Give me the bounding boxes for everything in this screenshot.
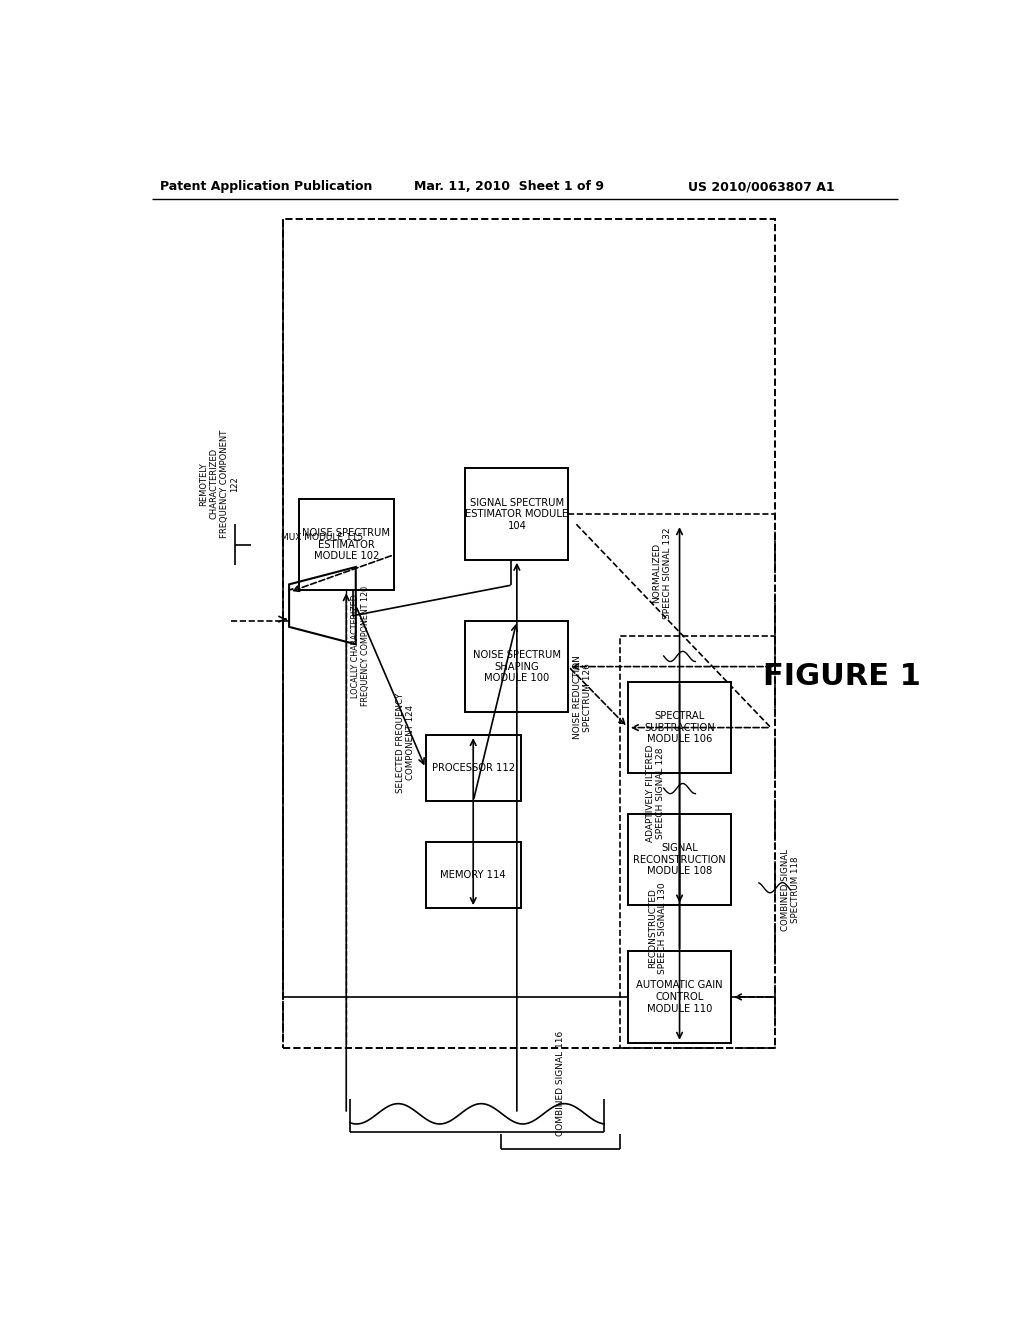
Text: SELECTED FREQUENCY
COMPONENT 124: SELECTED FREQUENCY COMPONENT 124: [396, 693, 416, 793]
Bar: [628, 814, 731, 906]
Bar: [465, 620, 568, 713]
Text: REMOTELY
CHARACTERIZED
FREQUENCY COMPONENT
122: REMOTELY CHARACTERIZED FREQUENCY COMPONE…: [199, 429, 240, 537]
Text: Mar. 11, 2010  Sheet 1 of 9: Mar. 11, 2010 Sheet 1 of 9: [414, 181, 604, 193]
Text: PROCESSOR 112: PROCESSOR 112: [432, 763, 515, 774]
Text: LOCALLY CHARACTERIZED
FREQUENCY COMPONENT 120: LOCALLY CHARACTERIZED FREQUENCY COMPONEN…: [351, 586, 371, 706]
Text: AUTOMATIC GAIN
CONTROL
MODULE 110: AUTOMATIC GAIN CONTROL MODULE 110: [636, 981, 723, 1014]
Bar: [299, 499, 394, 590]
Text: US 2010/0063807 A1: US 2010/0063807 A1: [688, 181, 835, 193]
Text: RECONSTRUCTED
SPEECH SIGNAL 130: RECONSTRUCTED SPEECH SIGNAL 130: [647, 883, 667, 974]
Bar: [628, 952, 731, 1043]
Text: SIGNAL
RECONSTRUCTION
MODULE 108: SIGNAL RECONSTRUCTION MODULE 108: [633, 843, 726, 876]
Text: NOISE REDUCTION
SPECTRUM 126: NOISE REDUCTION SPECTRUM 126: [573, 655, 593, 739]
Bar: [620, 636, 775, 1048]
Text: NOISE SPECTRUM
ESTIMATOR
MODULE 102: NOISE SPECTRUM ESTIMATOR MODULE 102: [302, 528, 390, 561]
Text: COMBINED SIGNAL
SPECTRUM 118: COMBINED SIGNAL SPECTRUM 118: [781, 849, 801, 931]
Text: Patent Application Publication: Patent Application Publication: [160, 181, 372, 193]
Text: SIGNAL SPECTRUM
ESTIMATOR MODULE
104: SIGNAL SPECTRUM ESTIMATOR MODULE 104: [465, 498, 568, 531]
Bar: [465, 469, 568, 560]
Text: COMBINED SIGNAL 116: COMBINED SIGNAL 116: [556, 1031, 565, 1137]
Text: SPECTRAL
SUBTRACTION
MODULE 106: SPECTRAL SUBTRACTION MODULE 106: [644, 711, 715, 744]
Text: FIGURE 1: FIGURE 1: [763, 663, 922, 692]
Text: NORMALIZED
SPEECH SIGNAL 132: NORMALIZED SPEECH SIGNAL 132: [652, 528, 672, 619]
Bar: [283, 219, 775, 1048]
Text: ADAPTIVELY FILTERED
SPEECH SIGNAL 128: ADAPTIVELY FILTERED SPEECH SIGNAL 128: [646, 744, 666, 842]
Text: NOISE SPECTRUM
SHAPING
MODULE 100: NOISE SPECTRUM SHAPING MODULE 100: [473, 649, 561, 684]
Bar: [426, 842, 521, 908]
Bar: [628, 682, 731, 774]
Bar: [426, 735, 521, 801]
Text: MUX MODULE 115: MUX MODULE 115: [282, 532, 364, 541]
Text: MEMORY 114: MEMORY 114: [440, 870, 506, 880]
